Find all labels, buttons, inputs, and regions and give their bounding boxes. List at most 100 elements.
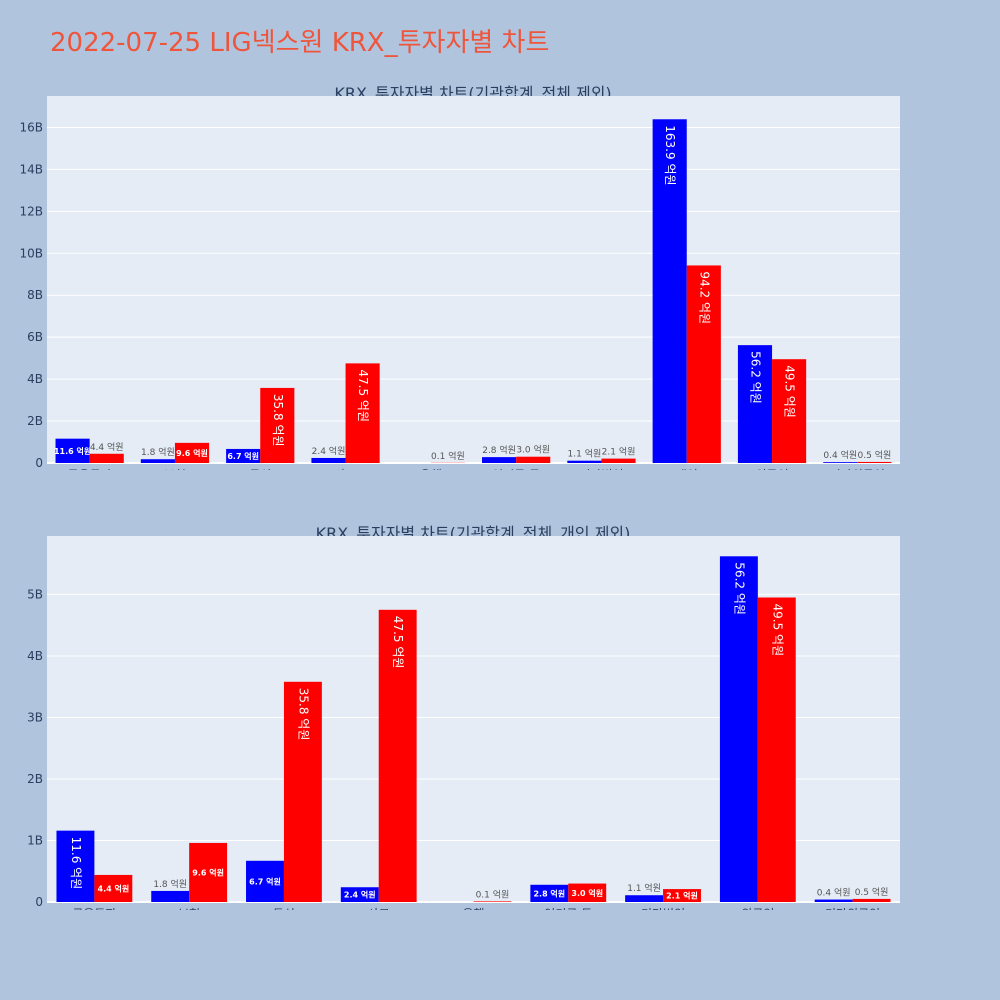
bar — [226, 448, 261, 463]
data-label: 11.6 억원 — [69, 837, 83, 890]
x-tick-label: 기타외국인 — [825, 907, 880, 910]
y-tick-label: 8B — [27, 288, 43, 302]
x-tick-label: 금융투자 — [72, 907, 116, 910]
x-tick-label: 투신 — [273, 907, 295, 910]
data-label: 1.8 억원 — [153, 878, 187, 890]
data-label: 6.7 억원 — [227, 451, 259, 461]
bar — [283, 681, 322, 902]
x-tick-label: 사모 — [335, 468, 357, 470]
bar — [852, 898, 891, 902]
data-label: 0.5 억원 — [855, 886, 889, 898]
bar — [189, 842, 228, 902]
bar — [340, 887, 379, 902]
y-tick-label: 12B — [19, 204, 43, 218]
y-tick-label: 5B — [27, 587, 43, 601]
data-label: 0.4 억원 — [817, 887, 851, 899]
bar — [345, 363, 380, 463]
bar — [823, 462, 858, 463]
data-label: 56.2 억원 — [732, 562, 746, 615]
data-label: 56.2 억원 — [748, 351, 762, 404]
x-tick-label: 은행 — [420, 467, 442, 470]
chart-top: KRX_투자자별 차트(기관합계_전체 제외) 0 2B 4B 6B 8B 10B 12B 1… — [0, 75, 1000, 470]
y-tick-label: 6B — [27, 330, 43, 344]
bar — [260, 387, 295, 463]
data-label: 0.1 억원 — [431, 450, 465, 462]
page-title: 2022-07-25 LIG넥스원 KRX_투자자별 차트 — [50, 28, 550, 58]
data-label: 49.5 억원 — [770, 604, 784, 657]
bar — [94, 874, 133, 902]
data-label: 35.8 억원 — [271, 394, 285, 447]
y-tick-label: 14B — [19, 162, 43, 176]
bar — [814, 899, 853, 902]
y-tick-label: 0 — [35, 456, 43, 470]
bar — [663, 889, 701, 902]
bar — [737, 345, 773, 463]
y-tick-label: 2B — [27, 414, 43, 428]
bar — [378, 609, 417, 902]
x-tick-label: 보험 — [164, 468, 186, 470]
x-tick-label: 외국인 — [755, 468, 788, 470]
data-label: 3.0 억원 — [571, 888, 603, 898]
x-tick-label: 금융투자 — [68, 468, 112, 470]
bar — [482, 457, 517, 463]
data-label: 11.6 억원 — [54, 446, 91, 456]
x-tick-label: 연기금 등 — [492, 468, 540, 470]
data-label: 1.1 억원 — [627, 882, 661, 894]
y-tick-label: 0 — [35, 895, 43, 909]
bar — [601, 458, 636, 463]
bar — [140, 459, 175, 463]
data-label: 47.5 억원 — [356, 369, 370, 422]
bar — [625, 895, 664, 902]
x-tick-label: 연기금 등 — [544, 907, 592, 910]
y-tick-label: 3B — [27, 710, 43, 724]
bar — [89, 453, 124, 463]
y-tick-label: 1B — [27, 833, 43, 847]
x-tick-label: 보험 — [178, 907, 200, 910]
bar — [652, 119, 687, 463]
data-label: 2.8 억원 — [482, 444, 516, 456]
data-label: 2.4 억원 — [344, 890, 376, 900]
chart-bottom-svg: 0 1B 2B 3B 4B 5B 금융투자 11.6 억원 4.4 억원보험 1.8 억원 9.6 … — [27, 536, 900, 910]
data-label: 1.1 억원 — [568, 448, 602, 460]
bar — [567, 460, 602, 463]
x-tick-label: 외국인 — [741, 907, 774, 910]
x-tick-label: 투신 — [249, 468, 271, 470]
chart-top-svg: 0 2B 4B 6B 8B 10B 12B 14B 16B 금융투자 11.6 억원4.4 억원보험… — [19, 96, 900, 470]
data-label: 3.0 억원 — [516, 444, 550, 456]
y-tick-label: 2B — [27, 772, 43, 786]
data-label: 2.1 억원 — [666, 891, 698, 901]
data-label: 94.2 억원 — [697, 271, 711, 324]
data-label: 0.4 억원 — [823, 449, 857, 461]
bar — [568, 883, 607, 902]
data-label: 1.8 억원 — [141, 446, 175, 458]
y-tick-label: 4B — [27, 649, 43, 663]
x-tick-label: 개인 — [676, 468, 698, 470]
data-label: 0.1 억원 — [476, 888, 510, 900]
data-label: 35.8 억원 — [296, 688, 310, 741]
data-label: 2.1 억원 — [602, 446, 636, 458]
bar — [473, 901, 512, 902]
x-tick-label: 은행 — [462, 906, 484, 910]
data-label: 49.5 억원 — [783, 365, 797, 418]
data-label: 2.8 억원 — [533, 888, 565, 898]
bar — [530, 884, 569, 902]
data-label: 4.4 억원 — [90, 441, 124, 453]
data-label: 6.7 억원 — [249, 876, 281, 886]
bar — [311, 457, 346, 463]
chart-bottom: KRX_투자자별 차트(기관합계_전체_개인 제외) 01B2B3B4B5B금융… — [0, 515, 1000, 910]
data-label: 47.5 억원 — [391, 616, 405, 669]
data-label: 0.5 억원 — [858, 449, 892, 461]
data-label: 163.9 억원 — [663, 125, 677, 185]
x-tick-label: 기타법인 — [579, 468, 623, 470]
bar — [857, 461, 892, 463]
data-label: 2.4 억원 — [312, 445, 346, 457]
y-tick-label: 10B — [19, 246, 43, 260]
bar — [55, 438, 90, 463]
y-tick-label: 16B — [19, 120, 43, 134]
data-label: 4.4 억원 — [98, 883, 130, 893]
x-tick-label: 기타법인 — [641, 907, 685, 910]
bar — [151, 890, 190, 902]
bar — [757, 597, 796, 902]
x-tick-label: 기타외국인 — [830, 468, 885, 470]
x-tick-label: 사모 — [368, 907, 390, 910]
